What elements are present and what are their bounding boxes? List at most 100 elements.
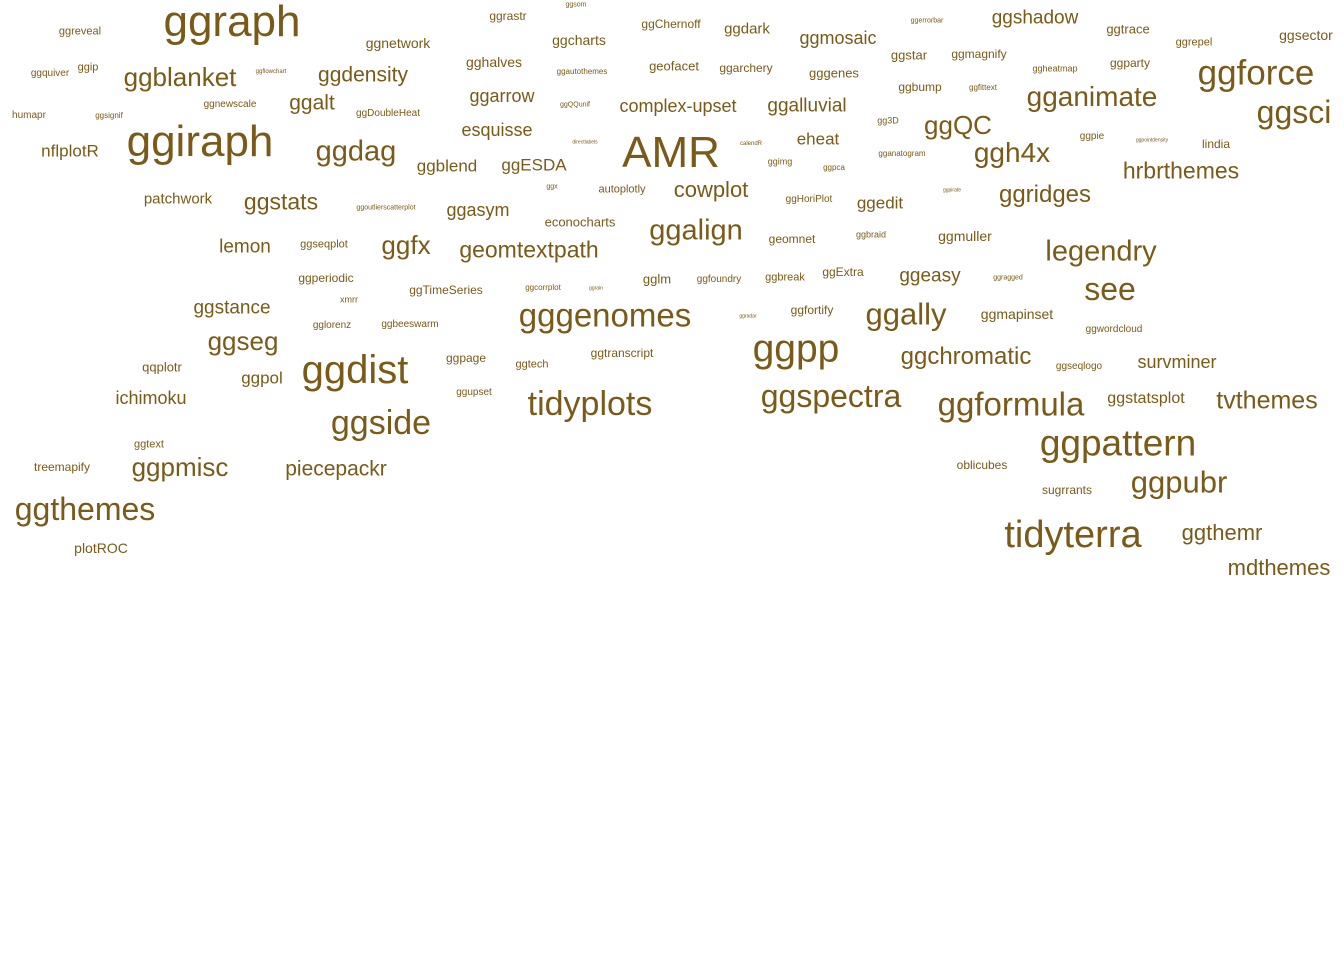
word: ichimoku (115, 388, 187, 408)
word: ggsignif (95, 111, 123, 120)
word: ggbump (898, 80, 942, 94)
word: ggarchery (719, 61, 773, 75)
word: ggiraph (126, 117, 274, 166)
word: gganatogram (878, 149, 926, 158)
word: gglorenz (312, 320, 352, 331)
word: esquisse (461, 120, 533, 140)
word: ggchromatic (900, 343, 1032, 370)
word: ggalt (289, 91, 335, 115)
word: ggarrow (469, 86, 535, 106)
word: ggimg (767, 156, 793, 167)
word: ggperiodic (298, 271, 354, 285)
word: ggbraid (855, 229, 887, 240)
word: ggragged (993, 274, 1023, 282)
word: hrbrthemes (1122, 157, 1240, 184)
word: ggsector (1279, 27, 1333, 43)
word: ggdensity (318, 63, 408, 87)
word: lemon (219, 236, 271, 258)
word: ggasym (446, 200, 510, 220)
word: ggradar (739, 313, 757, 320)
word: ggtech (515, 358, 549, 371)
word: gggenes (809, 65, 859, 81)
word: ggparty (1109, 56, 1151, 70)
word: ggblend (416, 156, 478, 176)
word: geofacet (649, 58, 699, 74)
word: ggpie (1079, 131, 1105, 142)
word: ggnewscale (203, 99, 257, 110)
word: geomtextpath (459, 236, 599, 263)
word: ggcharts (552, 32, 606, 48)
word: treemapify (33, 460, 91, 474)
word: ggfx (381, 230, 431, 260)
word: sugrrants (1041, 483, 1093, 497)
word: ggQQunif (560, 101, 590, 109)
word: ggstance (193, 297, 271, 319)
word: ggmosaic (799, 28, 877, 48)
word: ggridges (998, 181, 1092, 208)
word: ggoutlierscatterplot (356, 204, 416, 212)
word: plotROC (74, 540, 128, 556)
word: ggbreak (765, 271, 805, 284)
word: ggalign (649, 214, 743, 247)
word: ggseqplot (300, 238, 348, 251)
word: cowplot (673, 177, 749, 202)
word: ggshadow (991, 7, 1079, 29)
word: ggpirate (942, 187, 962, 194)
word: ggHoriPlot (785, 194, 833, 205)
word: gganimate (1026, 81, 1158, 112)
word: ggpp (752, 327, 840, 371)
word: ggmuller (938, 228, 992, 244)
word: ggip (77, 61, 99, 74)
word: ggtext (134, 438, 164, 451)
word: ggpointdensity (1135, 137, 1169, 144)
word: econocharts (544, 214, 616, 230)
word: tvthemes (1216, 386, 1318, 415)
word: see (1084, 271, 1136, 307)
word: ggstats (243, 188, 319, 215)
word: ggforce (1197, 53, 1315, 93)
word: ggDoubleHeat (356, 108, 420, 119)
word: oblicubes (956, 458, 1008, 472)
word: ggsci (1256, 94, 1332, 130)
word: piecepackr (285, 457, 387, 481)
word: ggpmisc (131, 452, 229, 482)
word: xmrr (340, 294, 358, 305)
word: ggExtra (822, 265, 864, 279)
word: ggpca (823, 163, 845, 172)
word: complex-upset (619, 96, 737, 116)
word: ggsom (565, 1, 587, 9)
word: ggrastr (489, 9, 527, 23)
word: ggblanket (123, 62, 237, 92)
word: patchwork (143, 190, 213, 208)
word: ggx (546, 183, 558, 191)
word: ggfoundry (696, 274, 742, 285)
word: ggraph (163, 0, 301, 46)
word: ggseg (207, 326, 279, 356)
word: legendry (1045, 235, 1157, 268)
word: ggChernoff (641, 17, 701, 31)
word: ggquiver (30, 68, 70, 79)
word: nflplotR (41, 141, 99, 161)
word: ggmapinset (980, 306, 1054, 322)
word: ggheatmap (1032, 63, 1078, 74)
word: gghalves (465, 54, 523, 70)
word: ggbeeswarm (381, 319, 439, 330)
word: autoplotly (598, 183, 646, 196)
word: ggspectra (760, 378, 902, 414)
word: eheat (796, 129, 840, 149)
word: gglm (642, 271, 672, 287)
word: ggdist (301, 348, 409, 392)
word: tidyterra (1004, 514, 1142, 556)
word: ggdag (315, 135, 397, 168)
word: ggfortify (790, 303, 834, 317)
word: ggcorrplot (525, 283, 561, 292)
word: gggenomes (518, 296, 692, 334)
word: calendR (739, 141, 763, 147)
word: ggflowchart (255, 69, 287, 75)
word: ggstar (890, 47, 928, 63)
word: ggalluvial (767, 95, 847, 117)
word: ggside (330, 404, 432, 442)
word: ggtrace (1106, 21, 1150, 37)
word: ggeasy (899, 265, 961, 287)
word: gg3D (877, 115, 899, 126)
